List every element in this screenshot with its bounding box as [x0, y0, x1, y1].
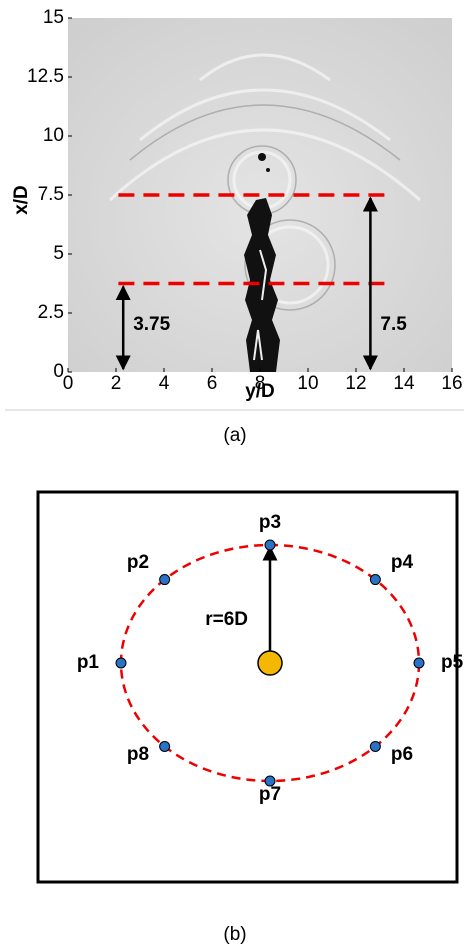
- y-tick-label: 0: [53, 361, 64, 382]
- probe-label: p5: [441, 652, 464, 673]
- probe-label: p1: [77, 652, 100, 673]
- probe-label: p8: [127, 744, 149, 765]
- probe-label: p4: [391, 552, 414, 573]
- caption: (a): [223, 425, 246, 446]
- x-tick-label: 4: [159, 373, 170, 394]
- y-tick-label: 15: [43, 7, 64, 28]
- x-tick-label: 10: [297, 373, 318, 394]
- probe-label: p7: [259, 784, 281, 805]
- x-tick-label: 2: [111, 373, 122, 394]
- domain-box: [38, 492, 457, 882]
- radius-label: r=6D: [205, 609, 248, 630]
- caption: (b): [223, 924, 246, 945]
- y-tick-label: 5: [53, 243, 64, 264]
- level-label: 3.75: [133, 314, 170, 335]
- x-tick-label: 8: [255, 373, 266, 394]
- probe-point: [414, 658, 424, 668]
- x-tick-label: 12: [345, 373, 366, 394]
- probe-point: [370, 741, 380, 751]
- probe-point: [160, 575, 170, 585]
- probe-point: [370, 575, 380, 585]
- figure: y/D x/D (a) (b) 024681012141602.557.5101…: [0, 0, 469, 951]
- x-tick-label: 16: [441, 373, 462, 394]
- x-tick-label: 6: [207, 373, 218, 394]
- probe-label: p3: [259, 512, 281, 533]
- y-tick-label: 7.5: [38, 184, 64, 205]
- probe-point: [116, 658, 126, 668]
- x-tick-label: 0: [63, 373, 74, 394]
- probe-label: p6: [391, 744, 413, 765]
- x-tick-label: 14: [393, 373, 415, 394]
- y-tick-label: 10: [43, 125, 64, 146]
- source: [258, 651, 282, 675]
- probe-label: p2: [127, 552, 149, 573]
- level-label: 7.5: [380, 314, 407, 335]
- y-tick-label: 12.5: [27, 66, 64, 87]
- y-tick-label: 2.5: [38, 302, 64, 323]
- probe-point: [265, 540, 275, 550]
- y-axis-label: x/D: [11, 185, 32, 215]
- probe-point: [160, 741, 170, 751]
